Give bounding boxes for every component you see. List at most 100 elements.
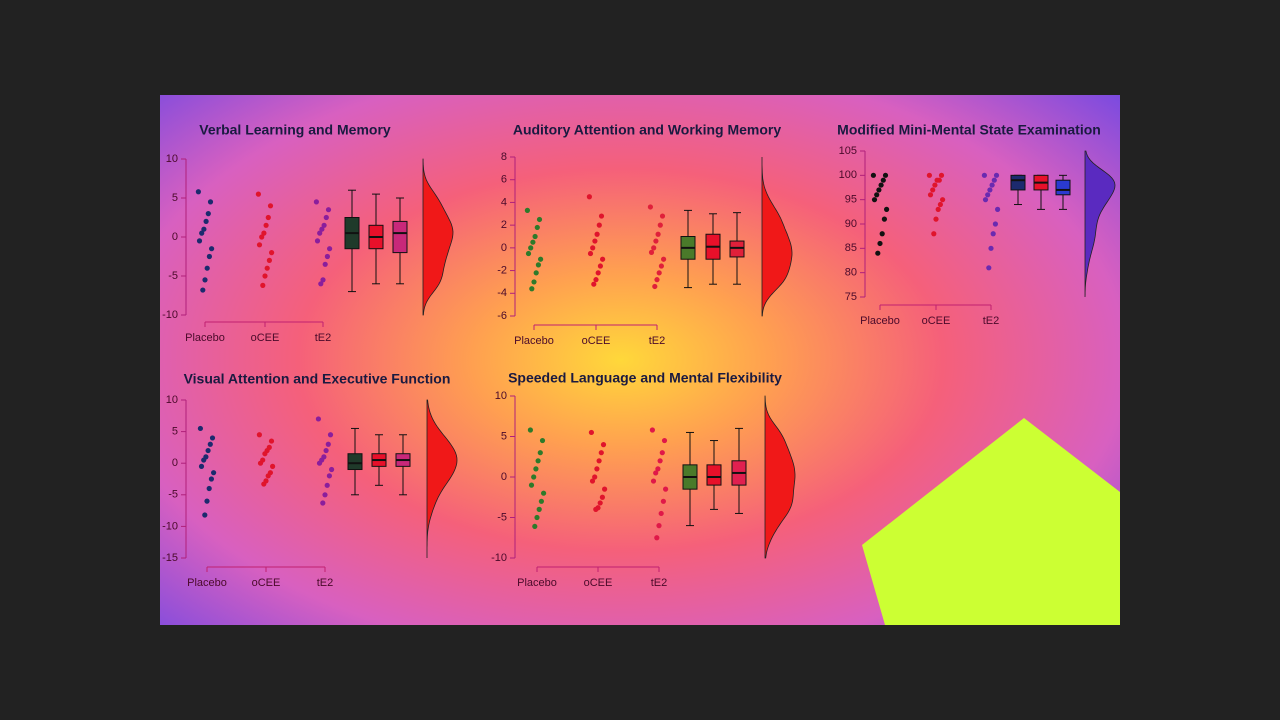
box xyxy=(706,464,722,486)
data-point xyxy=(262,273,268,279)
data-point xyxy=(989,182,995,188)
x-tick-label: tE2 xyxy=(649,335,666,347)
data-point xyxy=(940,197,946,203)
data-point xyxy=(260,282,266,288)
x-tick-label: tE2 xyxy=(983,315,1000,327)
y-tick-label: 4 xyxy=(501,196,507,208)
data-point xyxy=(655,231,661,237)
data-point xyxy=(930,187,936,193)
x-tick-label: tE2 xyxy=(651,577,668,589)
data-point xyxy=(202,277,208,283)
data-point xyxy=(528,245,534,251)
data-point xyxy=(321,222,327,228)
y-tick-label: 5 xyxy=(172,192,178,204)
y-tick-label: -10 xyxy=(162,309,178,321)
data-point xyxy=(530,239,536,245)
data-point xyxy=(324,253,330,260)
data-point xyxy=(257,460,264,466)
data-point xyxy=(201,457,207,463)
data-point xyxy=(878,182,884,188)
data-point xyxy=(262,451,268,457)
y-tick-label: 10 xyxy=(495,390,507,402)
chart-title: Auditory Attention and Working Memory xyxy=(513,122,782,138)
data-point xyxy=(648,249,655,255)
data-point xyxy=(661,256,667,262)
data-point xyxy=(534,224,540,231)
y-tick-label: -5 xyxy=(497,511,507,523)
data-point xyxy=(323,447,329,454)
data-point xyxy=(314,238,321,244)
data-point xyxy=(327,432,334,438)
data-point xyxy=(589,478,596,484)
y-tick-label: 10 xyxy=(166,394,178,406)
data-point xyxy=(264,265,270,271)
data-point xyxy=(659,450,665,456)
data-point xyxy=(265,214,271,221)
data-point xyxy=(208,476,214,482)
x-tick-label: oCEE xyxy=(584,577,613,589)
data-point xyxy=(937,201,944,208)
data-point xyxy=(655,466,661,472)
data-point xyxy=(205,211,211,217)
data-point xyxy=(204,498,210,504)
data-point xyxy=(594,466,600,472)
data-point xyxy=(538,256,544,262)
data-point xyxy=(879,231,885,237)
data-point xyxy=(649,427,656,433)
data-point xyxy=(652,283,658,290)
x-tick-label: Placebo xyxy=(517,577,557,589)
y-tick-label: -10 xyxy=(491,552,507,564)
data-point xyxy=(539,437,546,444)
data-point xyxy=(323,214,329,221)
data-point xyxy=(881,216,888,222)
decor-shape xyxy=(862,418,1120,625)
data-point xyxy=(327,246,333,252)
data-point xyxy=(658,510,664,517)
data-point xyxy=(661,437,668,444)
chart-title: Speeded Language and Mental Flexibility xyxy=(508,370,782,386)
data-point xyxy=(647,204,654,210)
data-point xyxy=(207,199,214,205)
data-point xyxy=(532,523,538,530)
data-point xyxy=(596,458,602,464)
data-point xyxy=(659,213,666,219)
data-point xyxy=(534,514,540,521)
data-point xyxy=(206,485,212,492)
data-point xyxy=(204,265,210,271)
data-point xyxy=(533,270,539,276)
data-point xyxy=(871,197,878,203)
data-point xyxy=(263,222,269,228)
data-point xyxy=(267,203,274,209)
data-point xyxy=(598,450,604,456)
y-tick-label: 105 xyxy=(839,145,857,157)
chart-title: Verbal Learning and Memory xyxy=(199,122,391,138)
data-point xyxy=(259,234,265,240)
data-point xyxy=(319,226,325,232)
y-tick-label: 80 xyxy=(845,267,857,279)
density xyxy=(422,158,454,316)
data-point xyxy=(870,172,877,178)
data-point xyxy=(597,263,604,269)
data-point xyxy=(270,463,276,469)
data-point xyxy=(536,506,542,512)
y-tick-label: -10 xyxy=(162,520,178,532)
data-point xyxy=(993,172,1000,178)
data-point xyxy=(593,277,599,283)
data-point xyxy=(318,281,324,287)
y-tick-label: -5 xyxy=(168,270,178,282)
y-tick-label: -6 xyxy=(497,310,507,322)
y-tick-label: -5 xyxy=(168,489,178,501)
data-point xyxy=(656,270,662,276)
data-point xyxy=(599,494,606,500)
box xyxy=(1010,174,1026,191)
data-point xyxy=(205,447,211,454)
data-point xyxy=(203,218,209,224)
data-point xyxy=(938,172,945,178)
data-point xyxy=(536,216,543,223)
y-tick-label: 0 xyxy=(172,457,178,469)
data-point xyxy=(660,498,667,504)
data-point xyxy=(201,226,207,232)
y-tick-label: -2 xyxy=(497,264,507,276)
data-point xyxy=(206,253,212,260)
